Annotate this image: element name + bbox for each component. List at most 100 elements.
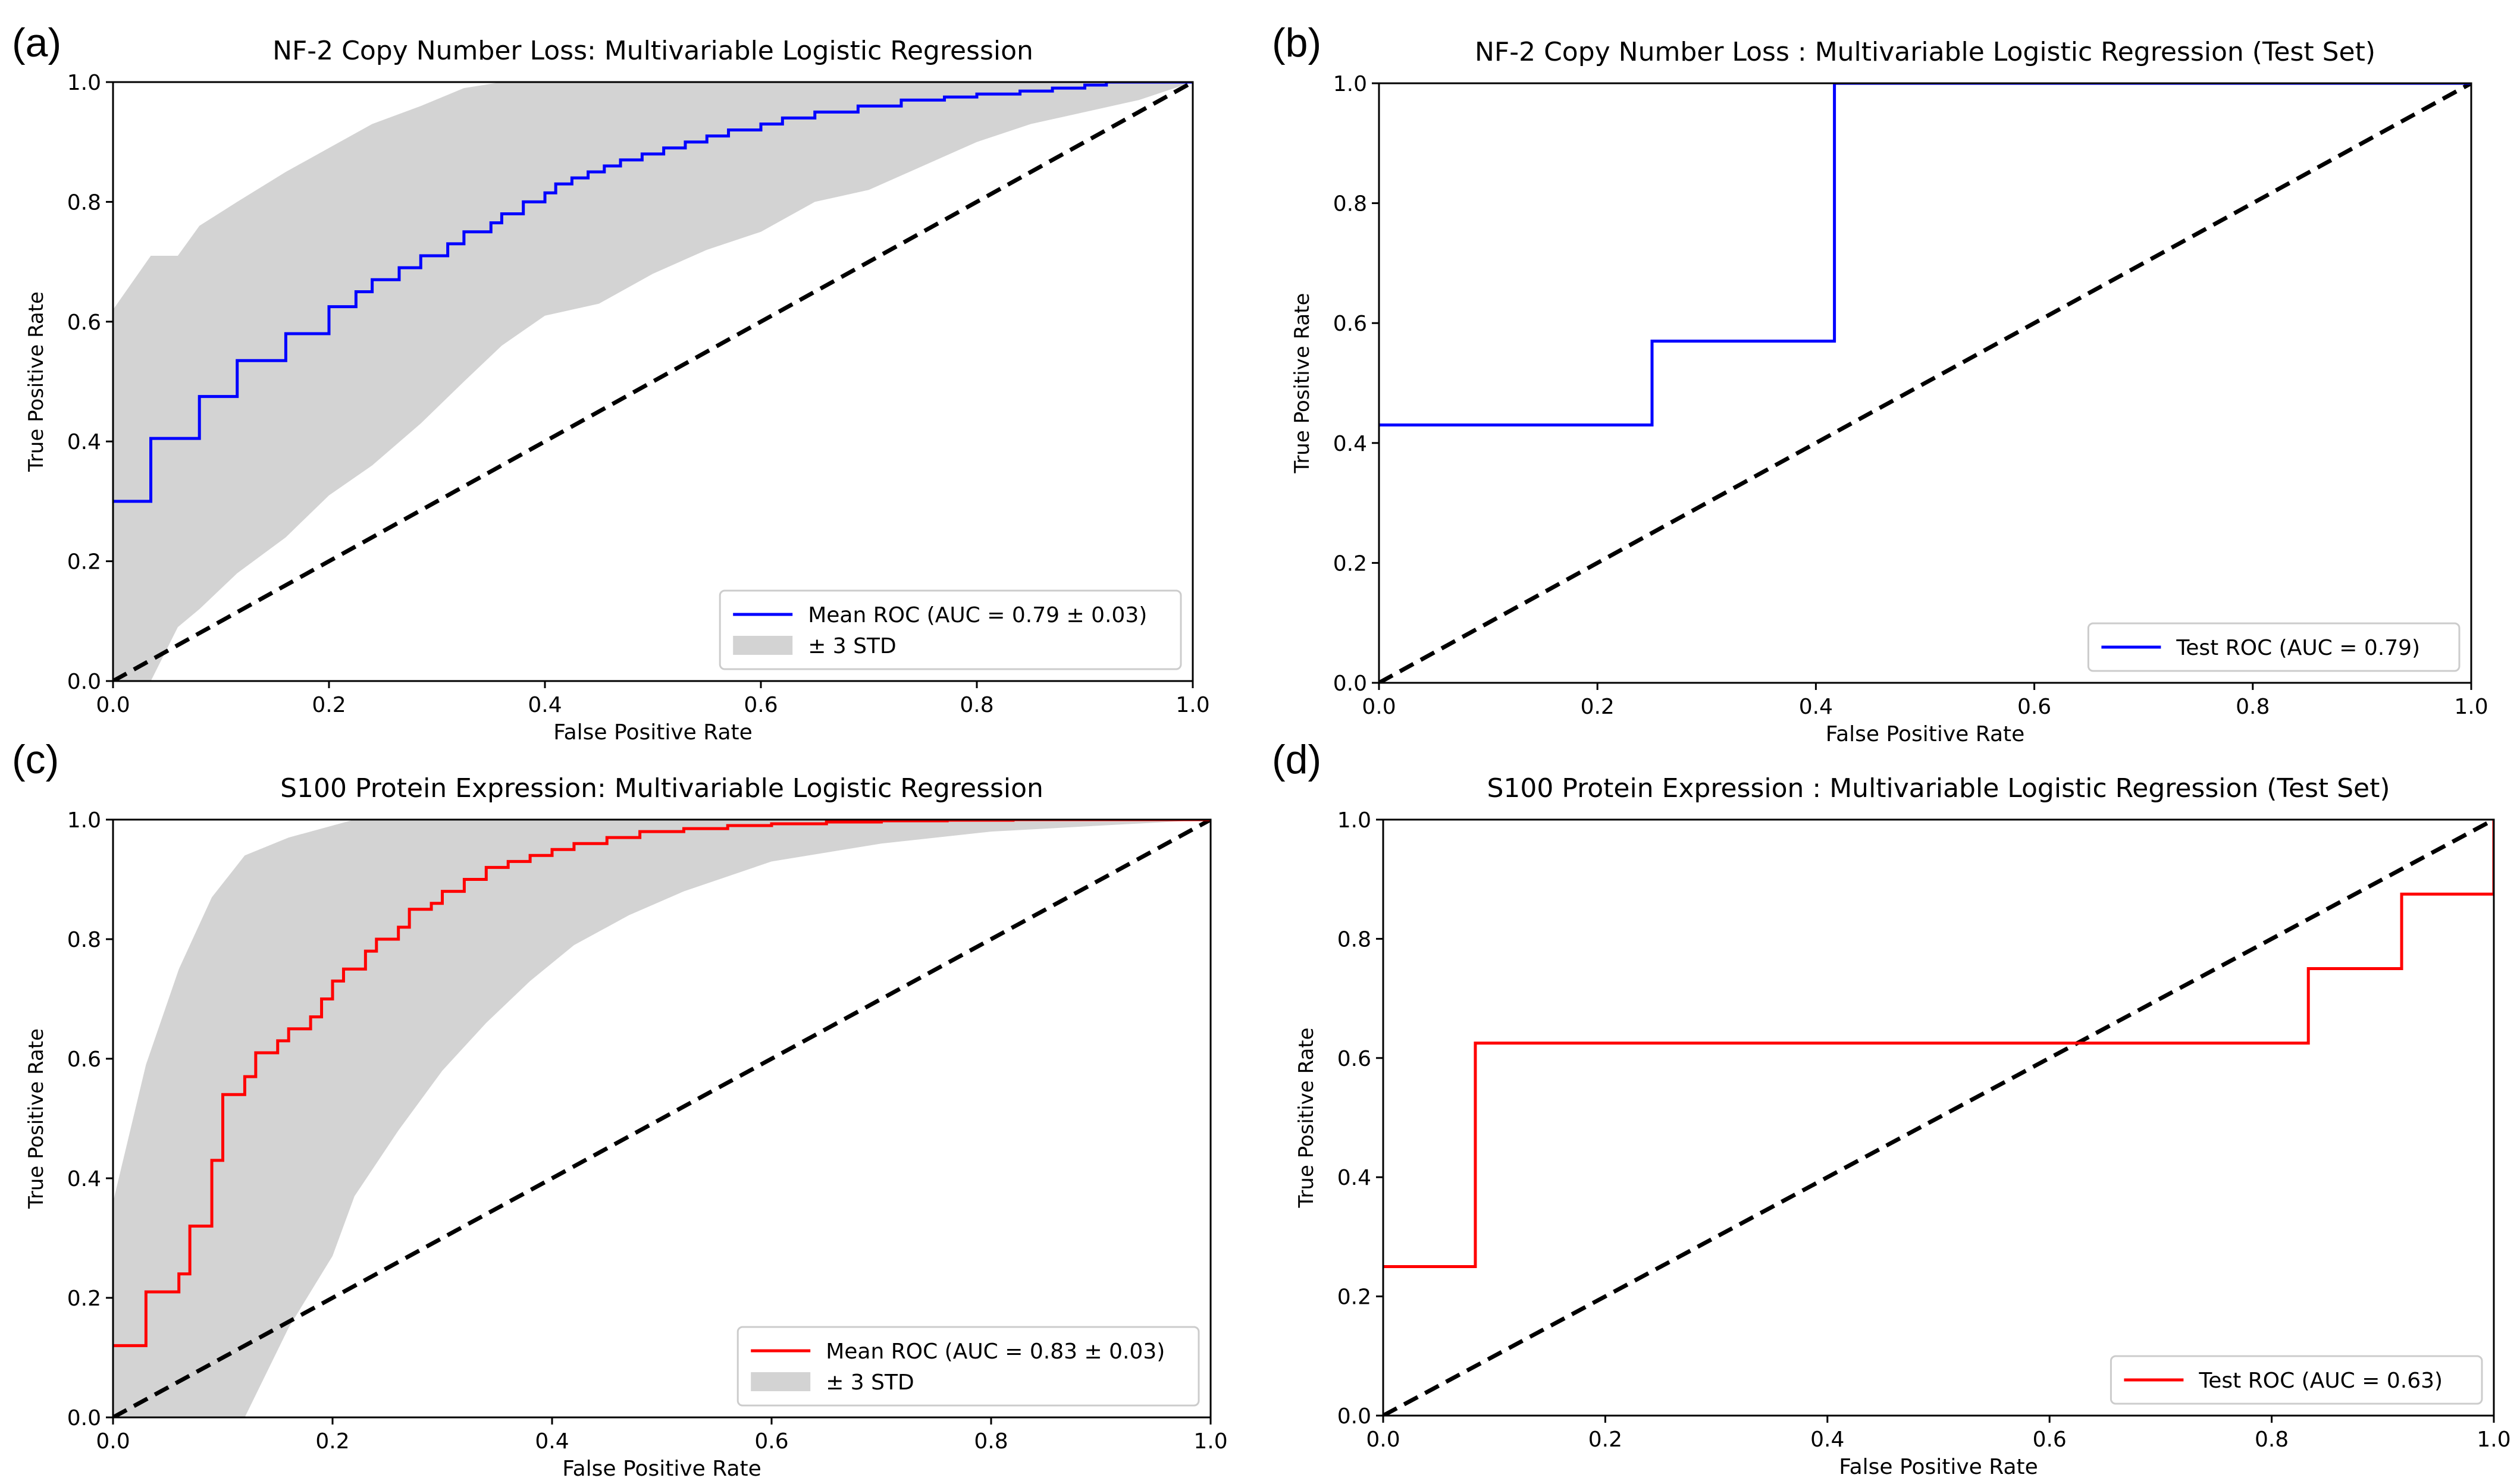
chance-line xyxy=(113,82,1193,681)
y-tick-label: 0.8 xyxy=(1333,192,1367,217)
x-tick-label: 1.0 xyxy=(2477,1427,2510,1452)
x-tick-label: 0.2 xyxy=(1581,695,1615,719)
y-tick-label: 0.4 xyxy=(1333,432,1367,456)
roc-curve xyxy=(113,820,1211,1347)
x-tick-label: 0.8 xyxy=(974,1429,1008,1454)
x-axis-label: False Positive Rate xyxy=(1839,1455,2038,1479)
roc-curve xyxy=(1379,83,2471,427)
x-tick-label: 0.6 xyxy=(744,693,778,717)
x-tick-label: 0.0 xyxy=(1366,1427,1400,1452)
x-tick-label: 0.4 xyxy=(535,1429,569,1454)
x-axis-label: False Positive Rate xyxy=(1826,722,2025,746)
y-tick-label: 0.8 xyxy=(1337,927,1371,952)
y-tick-label: 0.8 xyxy=(67,190,101,215)
y-tick-label: 0.6 xyxy=(1333,312,1367,336)
axes-frame xyxy=(112,81,1194,682)
x-tick-label: 1.0 xyxy=(2454,695,2488,719)
chart-title: NF-2 Copy Number Loss : Multivariable Lo… xyxy=(1475,37,2375,67)
y-tick-label: 0.0 xyxy=(1337,1404,1371,1429)
legend-label: ± 3 STD xyxy=(808,634,897,658)
legend-label: Test ROC (AUC = 0.79) xyxy=(2176,636,2420,660)
y-tick-label: 0.2 xyxy=(67,550,101,575)
x-tick-label: 0.2 xyxy=(315,1429,349,1454)
x-tick-label: 0.0 xyxy=(96,1429,130,1454)
x-tick-label: 0.4 xyxy=(1799,695,1833,719)
y-tick-label: 0.0 xyxy=(1333,672,1367,696)
y-tick-label: 0.2 xyxy=(1333,551,1367,576)
legend: Test ROC (AUC = 0.63) xyxy=(2110,1355,2483,1405)
y-axis-label: True Positive Rate xyxy=(24,291,48,472)
roc-curve xyxy=(113,82,1193,503)
axes-frame xyxy=(1382,818,2495,1417)
x-tick-label: 0.0 xyxy=(1362,695,1396,719)
legend-label: Mean ROC (AUC = 0.79 ± 0.03) xyxy=(808,603,1147,628)
chart-panel-a: (a) NF-2 Copy Number Loss: Multivariable … xyxy=(12,20,1210,745)
std-band xyxy=(113,820,1211,1417)
legend-label: Mean ROC (AUC = 0.83 ± 0.03) xyxy=(826,1339,1165,1364)
legend: Mean ROC (AUC = 0.83 ± 0.03) ± 3 STD xyxy=(736,1326,1200,1407)
plot-area xyxy=(113,82,1193,681)
chance-line xyxy=(1383,820,2494,1416)
legend: Mean ROC (AUC = 0.79 ± 0.03) ± 3 STD xyxy=(719,589,1182,670)
legend-box xyxy=(2110,1355,2483,1405)
x-axis-label: False Positive Rate xyxy=(553,720,753,745)
x-tick-label: 1.0 xyxy=(1176,693,1209,717)
x-tick-label: 0.4 xyxy=(528,693,562,717)
y-axis-label: True Positive Rate xyxy=(24,1028,48,1209)
panel-label: (a) xyxy=(12,20,61,65)
y-tick-label: 1.0 xyxy=(1333,72,1367,96)
x-tick-label: 0.8 xyxy=(2236,695,2270,719)
legend-label: ± 3 STD xyxy=(826,1370,914,1395)
y-tick-label: 0.4 xyxy=(67,430,101,454)
std-band xyxy=(113,82,1193,681)
y-tick-label: 0.0 xyxy=(67,670,101,694)
y-tick-label: 0.6 xyxy=(67,310,101,335)
y-tick-label: 0.2 xyxy=(1337,1285,1371,1310)
legend: Test ROC (AUC = 0.79) xyxy=(2087,622,2461,672)
panel-label: (c) xyxy=(12,737,59,782)
x-tick-label: 0.8 xyxy=(960,693,993,717)
panel-label: (d) xyxy=(1272,737,1321,782)
panel-label: (b) xyxy=(1272,20,1321,65)
legend-box xyxy=(2087,622,2461,672)
chance-line xyxy=(113,820,1211,1417)
x-axis-label: False Positive Rate xyxy=(562,1457,761,1481)
y-tick-label: 0.6 xyxy=(67,1047,101,1072)
y-tick-label: 0.8 xyxy=(67,928,101,952)
x-tick-label: 0.2 xyxy=(312,693,346,717)
plot-area xyxy=(1383,820,2494,1416)
legend-swatch-patch xyxy=(733,636,793,655)
y-tick-label: 0.4 xyxy=(67,1167,101,1191)
x-tick-label: 0.6 xyxy=(2017,695,2051,719)
legend-box xyxy=(719,589,1182,670)
plot-area xyxy=(113,820,1211,1417)
x-tick-label: 0.4 xyxy=(1810,1427,1844,1452)
y-tick-label: 0.2 xyxy=(67,1287,101,1311)
legend-box xyxy=(736,1326,1200,1407)
x-tick-label: 0.8 xyxy=(2255,1427,2289,1452)
axes-frame xyxy=(1378,82,2472,684)
legend-swatch-patch xyxy=(751,1372,811,1391)
chart-panel-b: (b) NF-2 Copy Number Loss : Multivariable… xyxy=(1272,20,2488,746)
y-axis-label: True Positive Rate xyxy=(1290,293,1314,474)
x-tick-label: 0.2 xyxy=(1588,1427,1622,1452)
chance-line xyxy=(1379,83,2471,683)
chart-title: S100 Protein Expression: Multivariable L… xyxy=(280,773,1043,804)
y-tick-label: 0.4 xyxy=(1337,1166,1371,1190)
x-tick-label: 1.0 xyxy=(1193,1429,1227,1454)
plot-area xyxy=(1379,83,2471,683)
legend-label: Test ROC (AUC = 0.63) xyxy=(2198,1369,2443,1393)
roc-curve xyxy=(1383,820,2494,1268)
y-tick-label: 1.0 xyxy=(1337,808,1371,833)
y-tick-label: 0.0 xyxy=(67,1406,101,1430)
chart-title: NF-2 Copy Number Loss: Multivariable Log… xyxy=(272,36,1033,66)
chart-title: S100 Protein Expression : Multivariable … xyxy=(1487,773,2390,804)
chart-panel-d: (d) S100 Protein Expression : Multivariab… xyxy=(1272,737,2511,1479)
y-tick-label: 1.0 xyxy=(67,71,101,95)
y-axis-label: True Positive Rate xyxy=(1295,1028,1318,1209)
y-tick-label: 1.0 xyxy=(67,808,101,833)
x-tick-label: 0.6 xyxy=(754,1429,788,1454)
axes-frame xyxy=(112,818,1212,1419)
x-tick-label: 0.6 xyxy=(2033,1427,2067,1452)
